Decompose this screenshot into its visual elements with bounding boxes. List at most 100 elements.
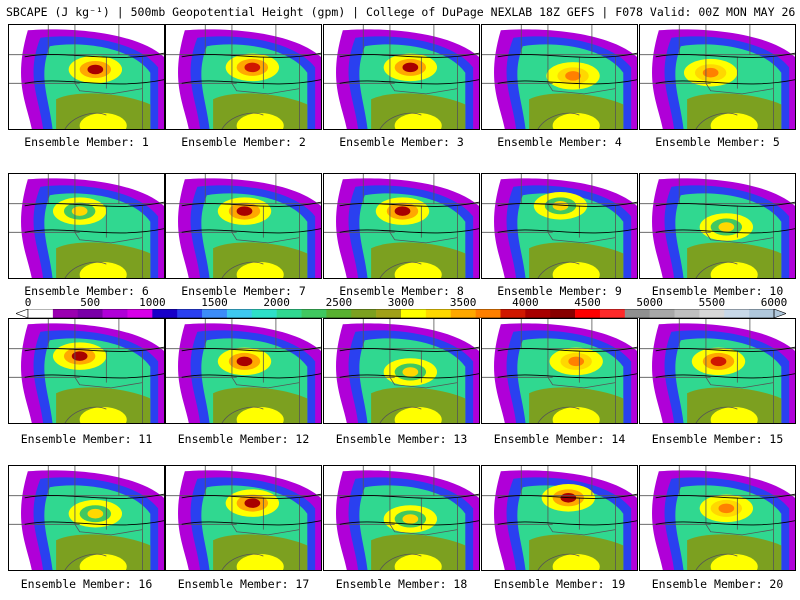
border-line xyxy=(64,112,107,129)
cape-core-inner xyxy=(236,206,253,216)
map-background xyxy=(324,25,343,129)
cape-band-olive xyxy=(687,534,782,570)
border-line xyxy=(695,406,738,423)
height-contours xyxy=(24,52,164,85)
cape-map xyxy=(640,319,795,423)
ensemble-member-panel xyxy=(639,318,796,424)
colorbar-segment xyxy=(326,309,352,318)
height-contours xyxy=(339,346,479,379)
cape-gulf-yellow xyxy=(552,406,600,423)
ensemble-member-panel xyxy=(165,173,322,279)
ensemble-member-panel xyxy=(8,465,165,571)
cape-gulf-yellow xyxy=(552,112,600,129)
cape-band-olive xyxy=(687,242,782,278)
height-contours xyxy=(497,346,637,379)
border-line xyxy=(389,524,458,536)
cape-map xyxy=(482,174,637,278)
colorbar-tick-label: 5500 xyxy=(698,296,726,309)
colorbar-tick-label: 2000 xyxy=(263,296,290,309)
cape-map xyxy=(482,319,637,423)
height-contour xyxy=(497,52,637,58)
height-contours xyxy=(181,52,321,85)
cape-band-olive xyxy=(687,387,782,423)
border-line xyxy=(221,112,264,129)
cape-core-inner xyxy=(87,508,104,519)
height-contour xyxy=(655,373,795,379)
cape-band-olive xyxy=(687,93,782,129)
height-contour xyxy=(24,201,164,207)
cape-band-olive xyxy=(213,93,308,129)
ensemble-member-label: Ensemble Member: 9 xyxy=(497,284,622,298)
height-contour xyxy=(339,52,479,58)
height-contour xyxy=(497,493,637,499)
ensemble-member-label: Ensemble Member: 4 xyxy=(497,135,622,149)
border-line xyxy=(695,261,738,278)
border-line xyxy=(537,112,580,129)
border-line xyxy=(379,406,422,423)
state-borders xyxy=(166,174,321,278)
colorbar-segment xyxy=(52,309,79,318)
cape-map xyxy=(324,174,479,278)
height-contours xyxy=(181,493,321,526)
cape-core-inner xyxy=(244,62,261,73)
cape-map xyxy=(324,466,479,570)
height-contour xyxy=(24,520,164,526)
ensemble-member-label: Ensemble Member: 11 xyxy=(20,432,153,446)
state-borders xyxy=(482,466,637,570)
cape-map xyxy=(9,174,164,278)
cape-map xyxy=(324,319,479,423)
ensemble-member-panel xyxy=(165,318,322,424)
state-borders xyxy=(9,466,164,570)
map-background xyxy=(640,174,659,278)
border-line xyxy=(379,261,422,278)
cape-gulf-yellow xyxy=(79,406,127,423)
state-borders xyxy=(640,25,795,129)
border-line xyxy=(547,83,616,95)
border-line xyxy=(64,406,107,423)
cape-core-inner xyxy=(71,206,88,216)
cape-band-olive xyxy=(56,534,151,570)
border-line xyxy=(389,232,458,244)
height-contour xyxy=(181,228,321,234)
height-contours xyxy=(24,493,164,526)
state-borders xyxy=(166,25,321,129)
colorbar-tick-label: 500 xyxy=(80,296,101,309)
height-contour xyxy=(339,520,479,526)
cape-gulf-yellow xyxy=(710,261,758,278)
border-line xyxy=(221,553,264,570)
ensemble-member-label: Ensemble Member: 17 xyxy=(177,577,310,591)
ensemble-member-panel xyxy=(481,173,638,279)
border-line xyxy=(64,261,107,278)
state-borders xyxy=(640,319,795,423)
cape-band-olive xyxy=(371,242,466,278)
border-line xyxy=(231,232,300,244)
colorbar-segment xyxy=(202,309,228,318)
map-background xyxy=(324,174,343,278)
height-contour xyxy=(24,228,164,234)
colorbar-tick-label: 1500 xyxy=(201,296,228,309)
colorbar-segment xyxy=(624,309,650,318)
cape-core-inner xyxy=(568,356,585,367)
height-contours xyxy=(655,201,795,234)
colorbar-tick-label: 3000 xyxy=(387,296,415,309)
state-borders xyxy=(166,319,321,423)
height-contours xyxy=(181,201,321,234)
cape-map xyxy=(482,25,637,129)
border-line xyxy=(221,261,264,278)
height-contours xyxy=(655,52,795,85)
height-contour xyxy=(181,52,321,58)
ensemble-member-panel xyxy=(165,24,322,130)
cape-gulf-yellow xyxy=(236,112,284,129)
height-contours xyxy=(339,493,479,526)
colorbar-segment xyxy=(724,309,750,318)
cape-map xyxy=(166,174,321,278)
colorbar-tick-label: 6000 xyxy=(760,296,788,309)
colorbar-segment xyxy=(674,309,700,318)
height-contour xyxy=(339,201,479,207)
border-line xyxy=(537,553,580,570)
colorbar-tick-label: 3500 xyxy=(449,296,477,309)
cape-map xyxy=(640,25,795,129)
colorbar-segment xyxy=(599,309,626,318)
border-line xyxy=(74,83,143,95)
state-borders xyxy=(482,319,637,423)
